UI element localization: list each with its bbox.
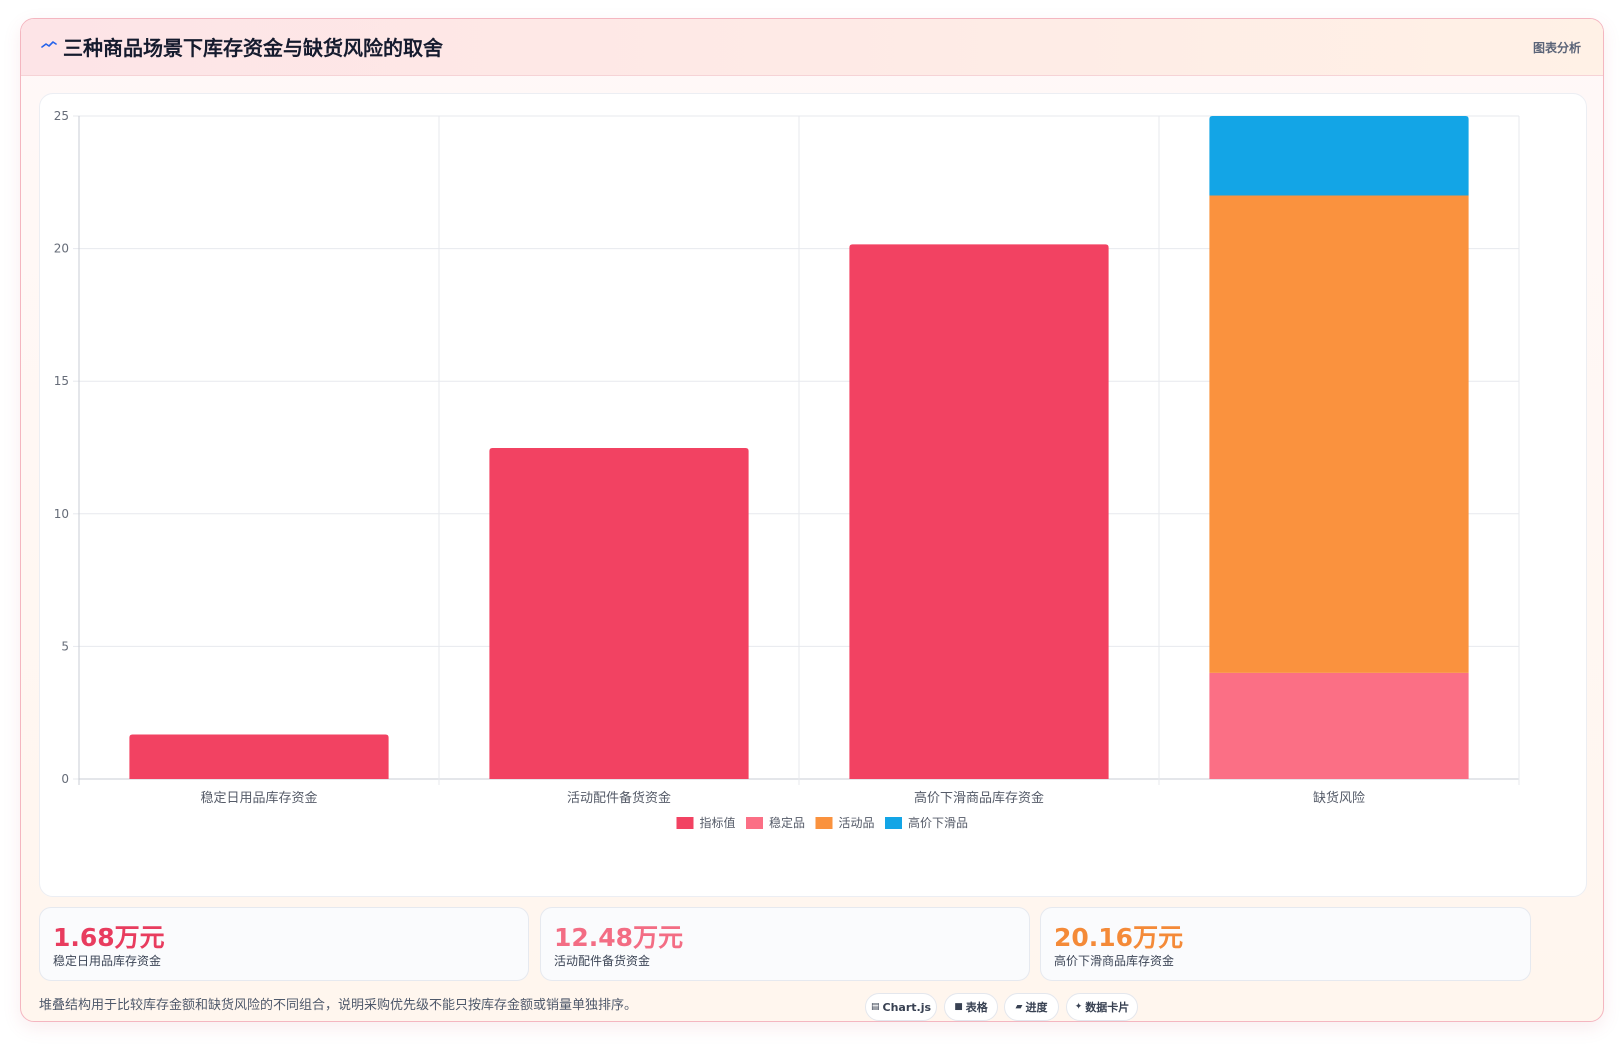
bar-稳定品 (1209, 672, 1469, 779)
chip-label: 数据卡片 (1085, 1001, 1130, 1014)
y-tick-label: 15 (54, 374, 69, 388)
stat-label: 稳定日用品库存资金 (53, 954, 162, 968)
legend-swatch (885, 817, 902, 829)
x-tick-label: 活动配件备货资金 (567, 790, 671, 806)
legend-swatch (815, 817, 833, 829)
chip-data-cards[interactable]: ✦ 数据卡片 (1066, 993, 1138, 1021)
stat-value: 1.68万元 (53, 923, 165, 952)
card-header: 三种商品场景下库存资金与缺货风险的取舍 图表分析 (21, 19, 1603, 76)
chip-label: 表格 (965, 1001, 988, 1014)
stat-card-promo: 12.48万元 活动配件备货资金 (540, 907, 1030, 981)
x-tick-label: 缺货风险 (1313, 790, 1365, 806)
bar-chart: 0 5 10 15 20 25 稳定日用品库存资金 活动配件备货资金 高价下滑商品库存资金 缺货风… (54, 109, 1520, 830)
stat-card-stable: 1.68万元 稳定日用品库存资金 (39, 907, 529, 981)
stat-value: 12.48万元 (554, 923, 684, 952)
pulse-icon (41, 41, 57, 48)
bar-指标值 (129, 734, 389, 779)
chip-label: 进度 (1025, 1001, 1048, 1014)
y-tick-label: 20 (54, 242, 69, 256)
y-tick-label: 25 (54, 109, 69, 123)
legend-label: 指标值 (700, 815, 736, 830)
bar-活动品 (1209, 195, 1469, 673)
chart-title: 三种商品场景下库存资金与缺货风险的取舍 (63, 36, 443, 60)
x-tick-label: 稳定日用品库存资金 (200, 790, 317, 806)
footer-note: 堆叠结构用于比较库存金额和缺货风险的不同组合，说明采购优先级不能只按库存金额或销… (39, 998, 638, 1013)
chart-badge: 图表分析 (1532, 41, 1581, 55)
stat-label: 活动配件备货资金 (554, 954, 651, 968)
y-tick-label: 0 (61, 772, 69, 786)
x-tick-label: 高价下滑商品库存资金 (914, 790, 1044, 806)
stat-value: 20.16万元 (1054, 923, 1184, 952)
legend-label: 活动品 (839, 816, 875, 830)
chip-table[interactable]: ■ 表格 (944, 993, 998, 1021)
table-icon: ■ (954, 1002, 963, 1012)
sparkle-icon: ✦ (1074, 1002, 1083, 1012)
y-tick-label: 5 (61, 639, 69, 653)
bar-指标值 (849, 244, 1109, 779)
legend-swatch (746, 817, 763, 829)
chart-panel: 0 5 10 15 20 25 稳定日用品库存资金 活动配件备货资金 高价下滑商品库存资金 缺货风… (39, 93, 1587, 897)
bar-高价下滑品 (1209, 116, 1469, 196)
chart-icon: ▤ (870, 1002, 880, 1012)
y-tick-label: 10 (54, 507, 69, 521)
chart-card: 三种商品场景下库存资金与缺货风险的取舍 图表分析 0 5 10 15 20 25 稳定日用品… (20, 18, 1604, 1022)
chip-label: Chart.js (882, 1000, 932, 1014)
chip-progress[interactable]: ▰ 进度 (1004, 993, 1059, 1021)
legend-label: 稳定品 (769, 815, 805, 830)
stat-card-declining: 20.16万元 高价下滑商品库存资金 (1040, 907, 1531, 981)
chip-chartjs[interactable]: ▤ Chart.js (865, 993, 937, 1021)
bar-指标值 (489, 448, 749, 779)
legend-label: 高价下滑品 (908, 815, 968, 830)
legend-swatch (676, 817, 694, 829)
progress-icon: ▰ (1015, 1002, 1023, 1012)
stat-label: 高价下滑商品库存资金 (1054, 954, 1175, 968)
